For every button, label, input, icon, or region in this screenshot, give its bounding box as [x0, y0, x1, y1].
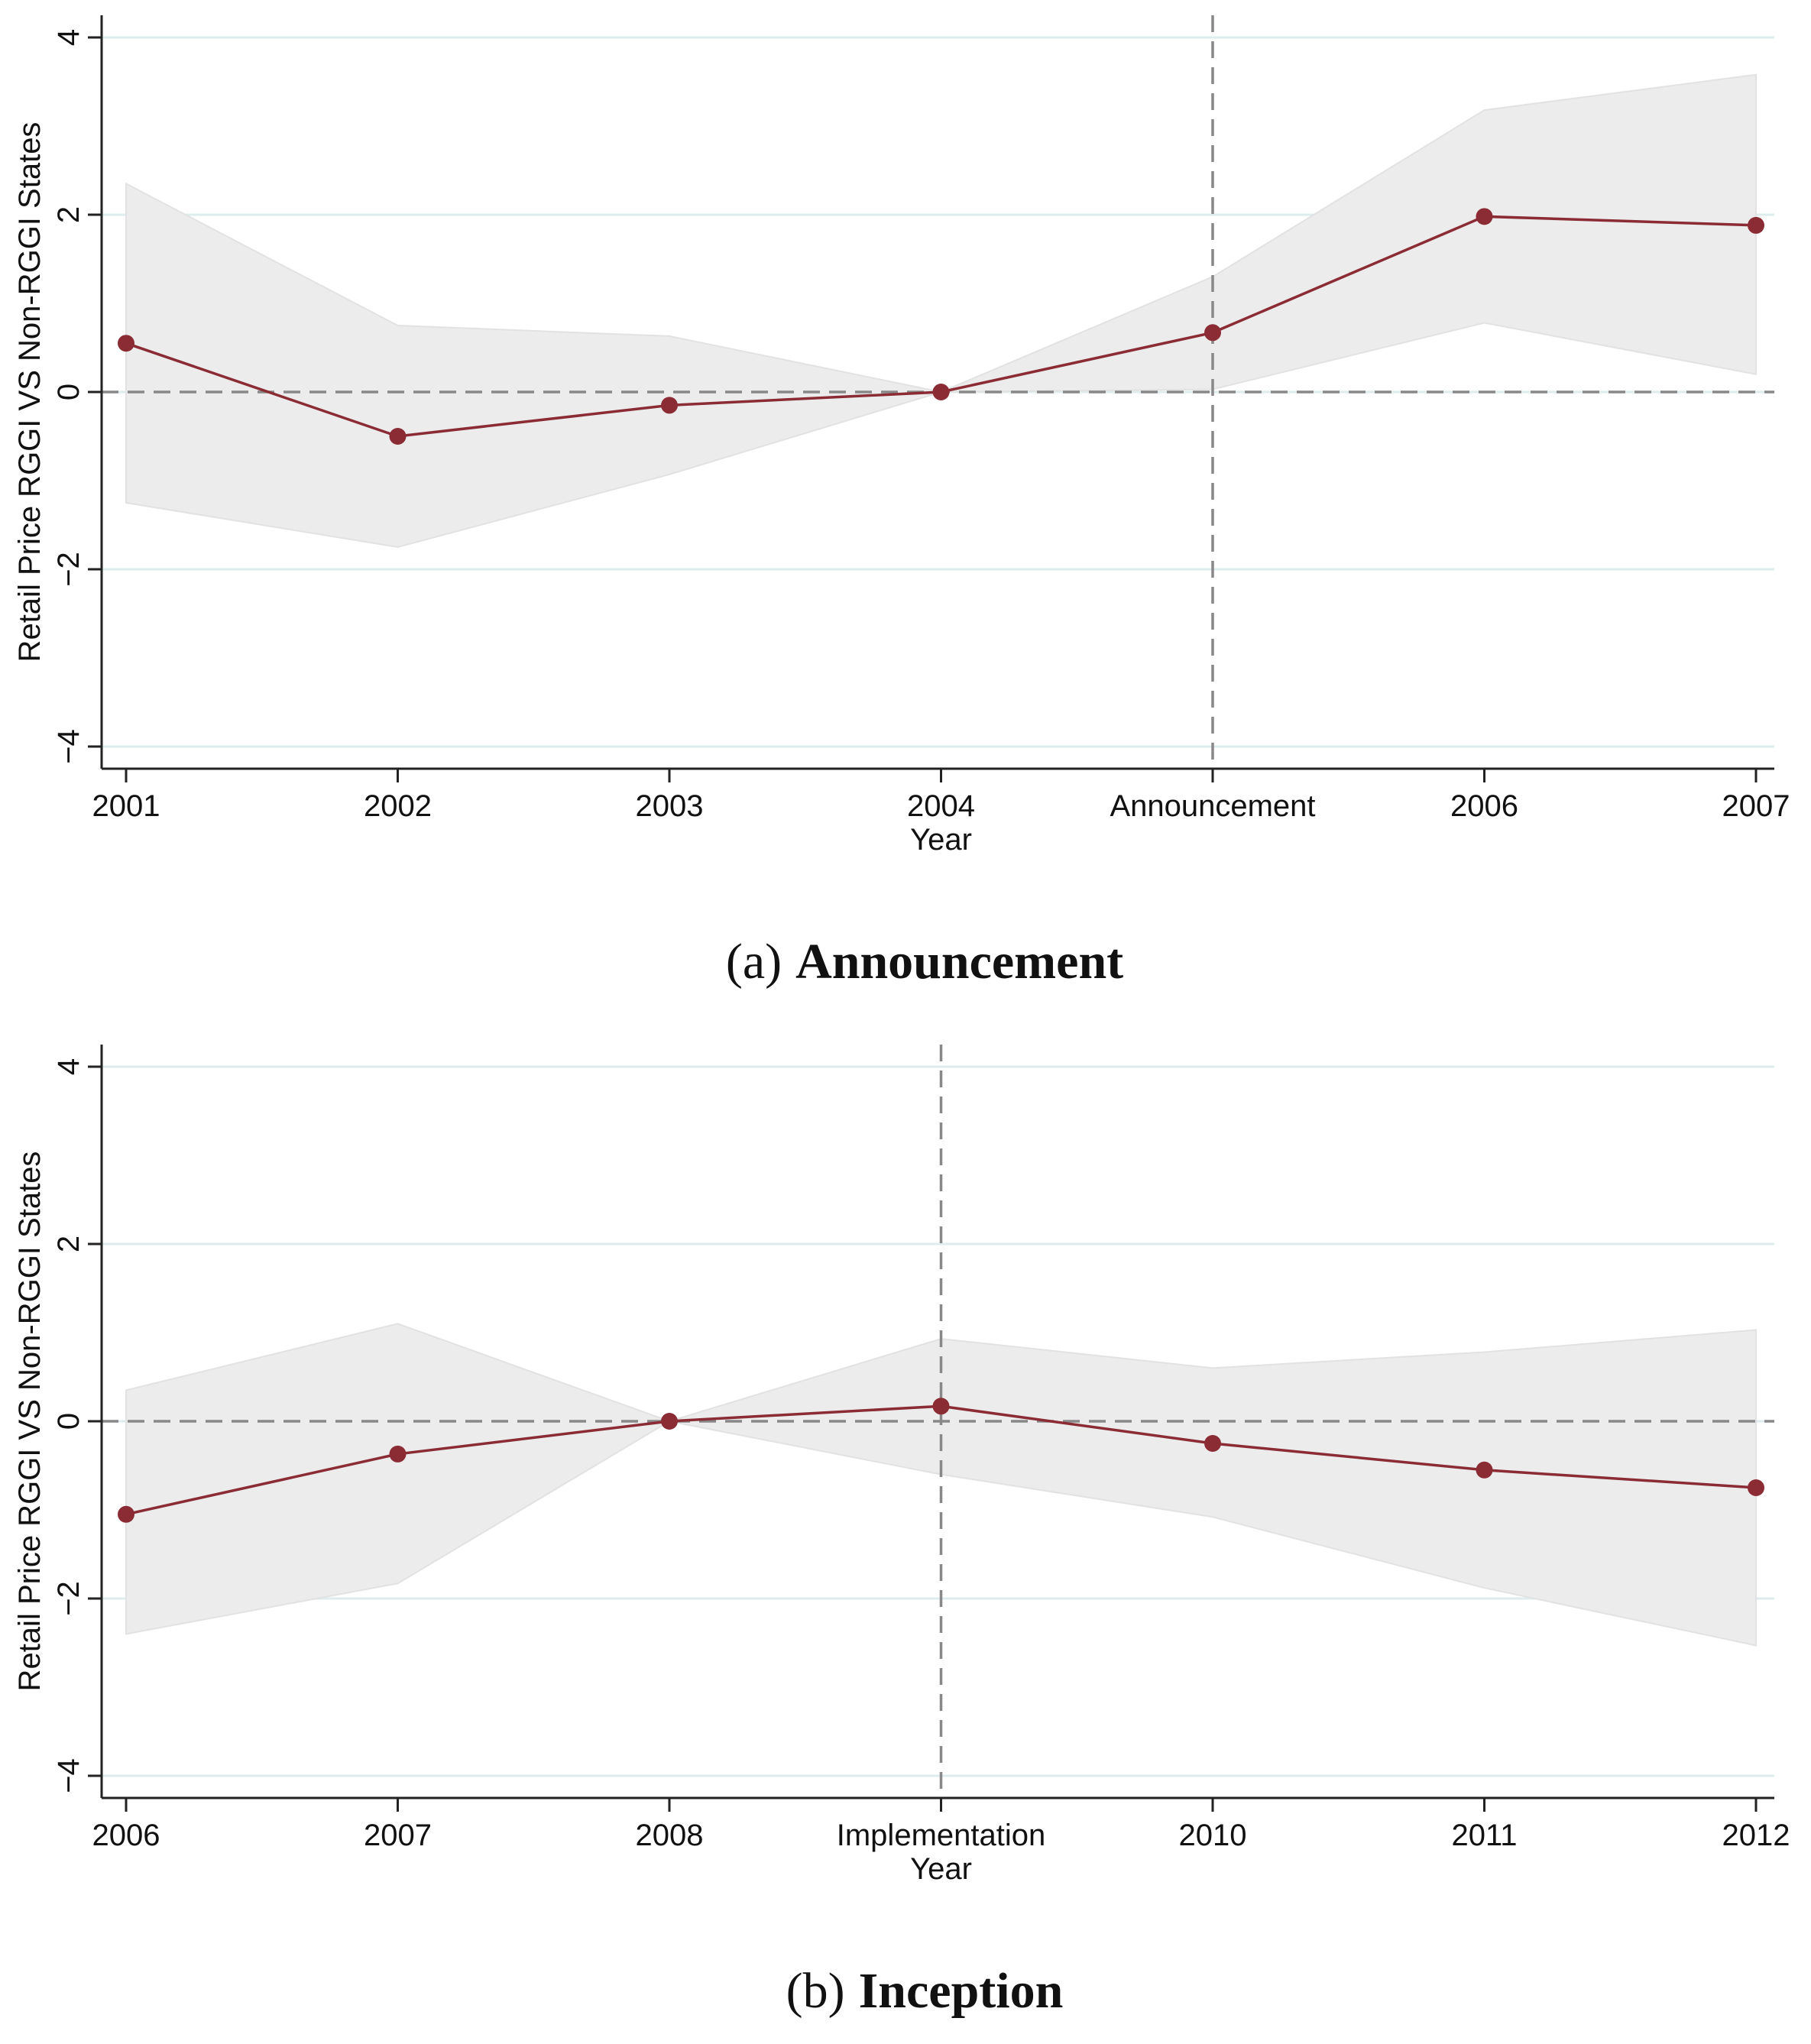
y-tick-label: −4 [52, 1758, 86, 1793]
x-tick-label: 2002 [364, 789, 432, 823]
y-axis-label: Retail Price RGGI VS Non-RGGI States [13, 122, 47, 662]
y-tick-label: 2 [52, 206, 86, 223]
x-tick-label: Implementation [837, 1819, 1045, 1852]
caption-label: (a) [726, 934, 782, 990]
y-tick-label: −2 [52, 552, 86, 587]
y-tick-label: −2 [52, 1581, 86, 1616]
point [661, 397, 678, 414]
point [932, 1398, 950, 1415]
caption-title: Inception [859, 1963, 1064, 2019]
point [932, 384, 950, 400]
x-axis-label: Year [910, 823, 972, 857]
point [1204, 324, 1221, 342]
x-tick-label: 2006 [1450, 789, 1518, 823]
x-tick-label: 2007 [364, 1819, 432, 1852]
y-tick-label: −4 [52, 729, 86, 764]
point [118, 335, 134, 352]
x-tick-label: 2008 [636, 1819, 704, 1852]
chart: −4 −2 0 2 4 2006 2007 2008 Implementation 2010 201… [13, 1045, 1790, 2019]
chart: −4 −2 0 2 4 2001 2002 2003 2004 Announcement 2006 2… [13, 15, 1790, 990]
point [1204, 1435, 1221, 1452]
caption: (b) Inception [786, 1963, 1064, 2019]
x-tick-label: 2001 [92, 789, 160, 823]
point [1476, 208, 1493, 225]
confidence-band [125, 73, 1757, 549]
x-tick-label: 2004 [907, 789, 975, 823]
x-tick-label: 2011 [1451, 1819, 1517, 1852]
point [1476, 1461, 1493, 1479]
point [389, 428, 407, 445]
point [1748, 1479, 1764, 1496]
y-tick-label: 4 [52, 1058, 86, 1075]
y-tick-label: 4 [52, 29, 86, 46]
x-tick-label: 2012 [1722, 1819, 1790, 1852]
caption-label: (b) [786, 1963, 845, 2019]
point [1748, 216, 1764, 234]
point [661, 1413, 678, 1430]
point [118, 1505, 134, 1523]
x-tick-label: 2010 [1179, 1819, 1247, 1852]
y-tick-label: 0 [52, 1413, 86, 1430]
caption-title: Announcement [795, 934, 1123, 990]
confidence-band [125, 1323, 1757, 1647]
x-tick-label: 2003 [636, 789, 704, 823]
x-axis-label: Year [910, 1852, 972, 1886]
x-tick-label: 2006 [92, 1819, 160, 1852]
y-tick-label: 0 [52, 384, 86, 400]
y-axis-label: Retail Price RGGI VS Non-RGGI States [13, 1152, 47, 1692]
y-tick-label: 2 [52, 1236, 86, 1252]
caption: (a) Announcement [726, 934, 1123, 990]
x-tick-label: 2007 [1722, 789, 1790, 823]
point [389, 1445, 407, 1463]
x-tick-label: Announcement [1110, 789, 1315, 823]
